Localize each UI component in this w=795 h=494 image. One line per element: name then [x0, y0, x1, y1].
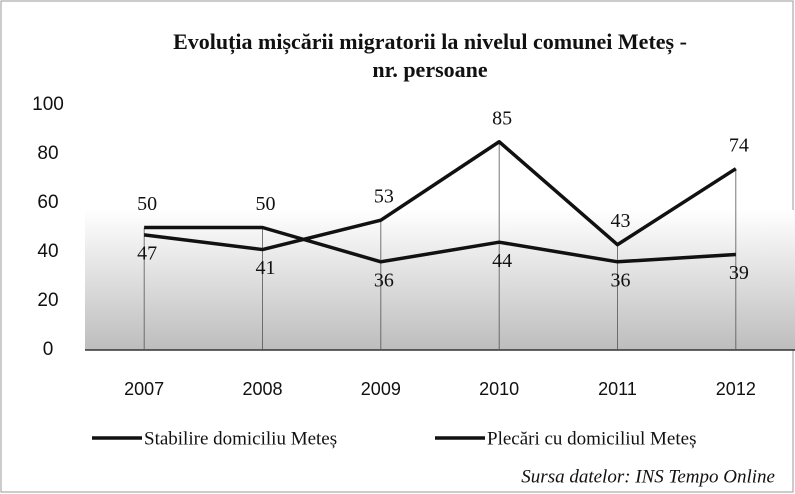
data-label: 50: [256, 193, 276, 215]
chart-title: nr. persoane: [372, 57, 488, 82]
data-label: 43: [611, 210, 631, 232]
data-label: 50: [137, 193, 157, 215]
x-tick-label: 2007: [124, 379, 164, 399]
legend-label: Plecări cu domiciliul Meteș: [487, 428, 696, 449]
chart-title: Evoluția mișcării migratorii la nivelul …: [173, 29, 687, 55]
series-line: [143, 140, 737, 252]
source-note: Sursa datelor: INS Tempo Online: [521, 466, 775, 487]
plot-texture: [85, 210, 795, 350]
y-tick-label: 80: [37, 143, 58, 164]
data-label: 36: [374, 269, 394, 291]
y-tick-label: 0: [43, 339, 54, 360]
x-tick-label: 2011: [598, 379, 637, 399]
data-label: 53: [374, 186, 394, 208]
data-label: 85: [492, 107, 512, 129]
data-label: 74: [729, 134, 749, 156]
data-label: 47: [137, 242, 157, 264]
x-tick-label: 2009: [361, 379, 401, 399]
x-tick-label: 2008: [242, 379, 282, 399]
data-label: 36: [611, 269, 631, 291]
x-tick-label: 2012: [716, 379, 756, 399]
y-tick-label: 20: [37, 290, 58, 311]
y-tick-label: 100: [32, 94, 64, 115]
series-line: [144, 225, 736, 264]
data-label: 44: [492, 250, 512, 272]
y-tick-label: 40: [37, 241, 58, 262]
y-tick-label: 60: [37, 192, 58, 213]
legend-label: Stabilire domiciliu Meteș: [144, 428, 337, 449]
data-label: 39: [729, 262, 749, 284]
x-tick-label: 2010: [479, 379, 519, 399]
data-label: 41: [256, 257, 276, 279]
